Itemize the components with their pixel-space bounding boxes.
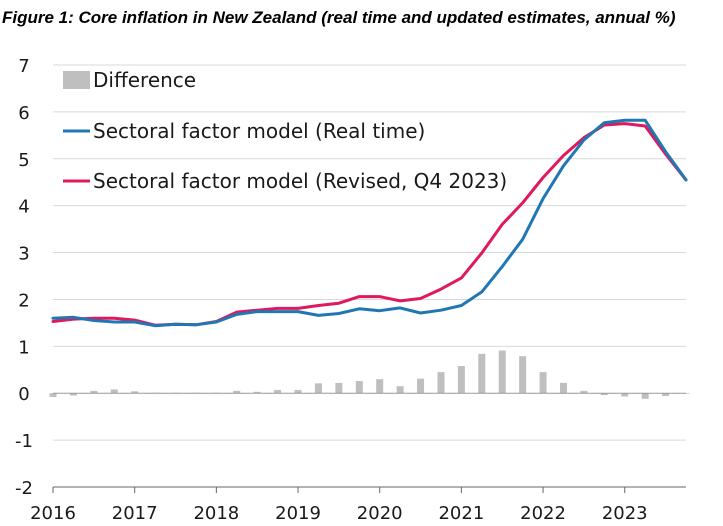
x-tick-label: 2020 xyxy=(357,503,403,524)
legend: Difference Sectoral factor model (Real ti… xyxy=(63,68,507,193)
x-tick-label: 2021 xyxy=(438,503,484,524)
difference-bar xyxy=(274,389,282,394)
difference-bar xyxy=(559,382,567,394)
difference-bar xyxy=(294,389,302,394)
y-tick-label: -1 xyxy=(15,431,33,452)
difference-bar xyxy=(519,356,527,394)
y-tick-label: 3 xyxy=(18,244,29,265)
y-tick-label: 2 xyxy=(18,290,29,311)
difference-bar xyxy=(69,393,77,396)
difference-bar xyxy=(233,390,241,394)
x-tick-label: 2023 xyxy=(602,503,648,524)
legend-difference-label: Difference xyxy=(93,68,196,92)
difference-bar xyxy=(90,390,98,394)
x-tick-label: 2016 xyxy=(30,503,76,524)
y-tick-label: 0 xyxy=(18,384,29,405)
difference-bar xyxy=(131,391,139,394)
difference-bar xyxy=(376,379,384,394)
difference-bar xyxy=(600,393,608,396)
difference-bar xyxy=(110,389,118,394)
y-tick-label: 6 xyxy=(18,103,29,124)
difference-bar xyxy=(641,393,649,399)
y-tick-label: 7 xyxy=(18,56,29,77)
x-tick-label: 2019 xyxy=(275,503,321,524)
difference-bar xyxy=(662,393,670,397)
y-tick-label: 1 xyxy=(18,337,29,358)
x-tick-label: 2022 xyxy=(520,503,566,524)
y-tick-label: 4 xyxy=(18,197,29,218)
real-time-line xyxy=(51,118,688,328)
difference-bar xyxy=(539,372,547,394)
difference-bar xyxy=(457,366,465,394)
difference-bar xyxy=(580,390,588,394)
difference-bar xyxy=(396,386,404,394)
difference-bar xyxy=(49,393,57,397)
difference-bar xyxy=(498,350,506,394)
figure-title: Figure 1: Core inflation in New Zealand … xyxy=(2,8,676,27)
revised-line xyxy=(51,122,688,327)
difference-bar xyxy=(314,383,322,394)
legend-revised-label: Sectoral factor model (Revised, Q4 2023) xyxy=(93,169,507,193)
difference-bars xyxy=(49,350,690,399)
difference-bar xyxy=(478,353,486,394)
difference-bar xyxy=(253,391,261,394)
difference-bar xyxy=(437,372,445,394)
gridlines xyxy=(53,64,686,441)
difference-bar xyxy=(621,393,629,397)
series-lines xyxy=(51,118,688,328)
x-tick-label: 2017 xyxy=(112,503,158,524)
x-tick-label: 2018 xyxy=(193,503,239,524)
legend-real-time-label: Sectoral factor model (Real time) xyxy=(93,119,425,143)
y-tick-labels: -2 -1 0 1 2 3 4 5 6 7 xyxy=(15,56,33,499)
x-tick-labels: 2016 2017 2018 2019 2020 2021 2022 2023 xyxy=(30,487,648,524)
difference-bar xyxy=(355,381,363,394)
difference-bar xyxy=(335,382,343,394)
legend-difference-swatch xyxy=(63,71,90,89)
y-tick-label: 5 xyxy=(18,150,29,171)
difference-bar xyxy=(417,378,425,394)
y-tick-label: -2 xyxy=(15,478,33,499)
